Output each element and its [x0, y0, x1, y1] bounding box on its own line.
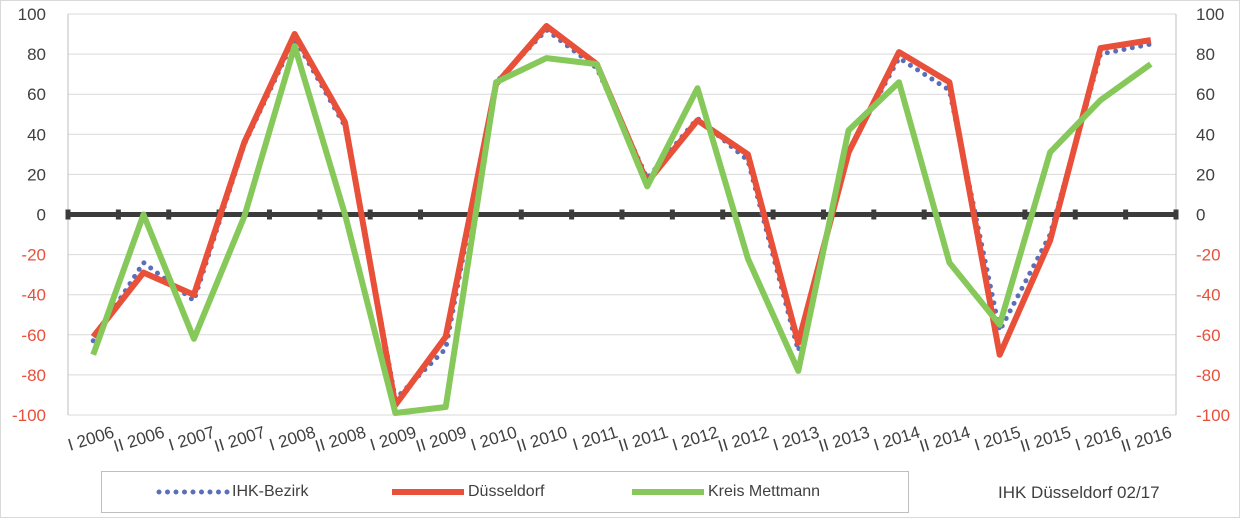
y-tick-label-left: 20: [27, 165, 46, 184]
x-tick-label: II 2006: [111, 423, 166, 456]
y-tick-label-right: 100: [1196, 5, 1224, 24]
y-tick-label-right: 60: [1196, 85, 1215, 104]
x-tick-label: II 2009: [414, 423, 469, 456]
x-tick-label: I 2007: [166, 423, 217, 455]
x-tick-label: II 2011: [616, 423, 670, 456]
legend-item-duesseldorf: Düsseldorf: [392, 472, 544, 512]
legend-item-kreis-mettmann: Kreis Mettmann: [632, 472, 820, 512]
legend-swatch-ihk-bezirk: [156, 489, 230, 495]
y-tick-label-right: -60: [1196, 326, 1221, 345]
y-tick-label-left: 80: [27, 45, 46, 64]
x-tick-label: I 2009: [368, 423, 419, 455]
y-tick-label-right: -100: [1196, 406, 1230, 425]
y-tick-label-right: -20: [1196, 246, 1221, 265]
line-chart: 100 80 60 40 20 0 -20 -40 -60 -80 -100 100 80 60 40 20…: [12, 5, 1230, 456]
x-tick-label: I 2010: [469, 423, 520, 455]
gridlines: [68, 13, 1176, 416]
y-tick-label-left: 0: [37, 206, 46, 225]
y-tick-label-left: -100: [12, 406, 46, 425]
legend-swatch-duesseldorf: [392, 489, 464, 495]
series-lines: [90, 23, 1154, 416]
y-tick-label-right: 0: [1196, 206, 1205, 225]
x-tick-label: I 2011: [570, 423, 620, 455]
legend-item-ihk-bezirk: IHK-Bezirk: [156, 472, 308, 512]
legend-label-ihk-bezirk: IHK-Bezirk: [232, 483, 309, 500]
y-tick-label-right: 40: [1196, 125, 1215, 144]
y-tick-label-right: 80: [1196, 45, 1215, 64]
y-tick-label-left: 60: [27, 85, 46, 104]
x-tick-label: I 2008: [267, 423, 318, 455]
x-tick-label: II 2014: [917, 423, 972, 456]
x-tick-label: I 2015: [972, 423, 1023, 455]
x-tick-label: I 2013: [771, 423, 822, 455]
x-tick-label: I 2006: [66, 423, 117, 455]
source-note: IHK Düsseldorf 02/17: [998, 483, 1160, 502]
x-tick-label: II 2013: [817, 423, 872, 456]
legend-label-duesseldorf: Düsseldorf: [468, 483, 545, 500]
axes: [65, 14, 1179, 415]
y-tick-label-left: 40: [27, 125, 46, 144]
y-tick-label-left: 100: [18, 5, 46, 24]
legend: IHK-Bezirk Düsseldorf Kreis Mettmann: [101, 471, 909, 513]
x-tick-label: II 2012: [716, 423, 771, 456]
legend-label-kreis-mettmann: Kreis Mettmann: [708, 483, 821, 500]
x-tick-label: II 2015: [1018, 423, 1073, 456]
x-tick-label: II 2016: [1119, 423, 1174, 456]
y-tick-label-left: -40: [21, 286, 46, 305]
x-tick-label: I 2012: [670, 423, 721, 455]
x-tick-label: II 2007: [212, 423, 267, 456]
y-tick-label-left: -80: [21, 366, 46, 385]
x-tick-label: I 2016: [1073, 423, 1124, 455]
y-tick-label-right: -80: [1196, 366, 1221, 385]
x-tick-label: I 2014: [871, 423, 922, 455]
y-axis-right: 100 80 60 40 20 0 -20 -40 -60 -80 -100: [1196, 5, 1230, 425]
series-line-2: [90, 43, 1153, 416]
x-tick-label: II 2010: [514, 423, 569, 456]
y-tick-label-right: -40: [1196, 286, 1221, 305]
y-tick-label-left: -60: [21, 326, 46, 345]
y-axis-left: 100 80 60 40 20 0 -20 -40 -60 -80 -100: [12, 5, 46, 425]
y-tick-label-left: -20: [21, 246, 46, 265]
x-tick-label: II 2008: [313, 423, 368, 456]
legend-swatch-kreis-mettmann: [632, 489, 704, 495]
y-tick-label-right: 20: [1196, 165, 1215, 184]
